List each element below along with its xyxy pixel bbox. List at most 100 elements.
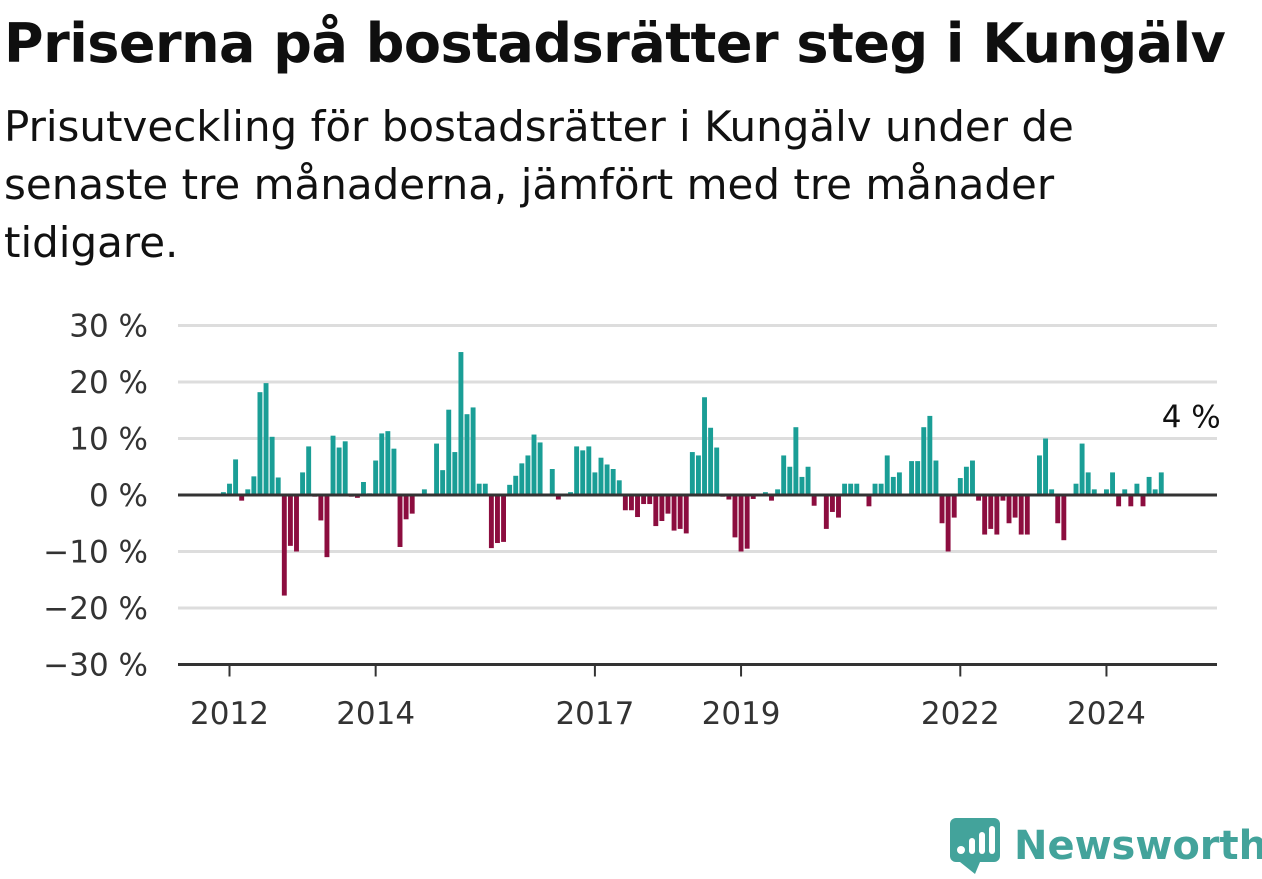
bar xyxy=(239,495,245,501)
bar xyxy=(464,414,470,495)
axes xyxy=(178,493,1217,677)
bar xyxy=(227,483,232,495)
bar xyxy=(994,495,1000,535)
bar xyxy=(1146,476,1152,495)
bar xyxy=(1079,443,1085,495)
y-tick-label: −20 % xyxy=(43,591,148,627)
bar xyxy=(1110,472,1115,495)
bar xyxy=(939,495,945,524)
bar xyxy=(896,472,902,495)
bar xyxy=(653,495,659,527)
bar xyxy=(1104,489,1109,495)
chart-title: Priserna på bostadsrätter steg i Kungälv xyxy=(4,12,1226,75)
bar xyxy=(403,495,409,520)
bar xyxy=(872,483,878,495)
bar xyxy=(482,483,488,495)
bar xyxy=(970,460,975,495)
bar xyxy=(775,489,781,495)
bar xyxy=(635,495,640,518)
chart-subtitle: Prisutveckling för bostadsrätter i Kungä… xyxy=(4,102,1074,267)
x-tick-label: 2017 xyxy=(555,696,634,732)
bar xyxy=(641,495,647,505)
bar xyxy=(330,435,336,496)
y-tick-label: −30 % xyxy=(43,648,148,684)
bar xyxy=(689,452,695,495)
bar xyxy=(1134,483,1140,495)
bar xyxy=(702,397,707,495)
bar xyxy=(1152,489,1158,495)
bar xyxy=(275,477,281,496)
bar xyxy=(957,478,963,495)
bar xyxy=(628,495,634,511)
bar xyxy=(324,495,330,558)
bar xyxy=(574,446,580,495)
bar xyxy=(519,463,525,495)
bar xyxy=(269,436,275,496)
bar xyxy=(245,489,251,495)
bar xyxy=(890,476,896,495)
bar xyxy=(1043,438,1049,495)
bar xyxy=(927,415,933,495)
newsworthy-logo: Newsworthy xyxy=(950,818,1262,874)
bar xyxy=(1049,489,1055,495)
bar xyxy=(805,466,811,495)
bar xyxy=(604,464,610,495)
y-tick-label: 20 % xyxy=(69,365,148,401)
bar xyxy=(976,495,982,501)
bar xyxy=(342,441,348,495)
bar xyxy=(598,457,604,495)
bar xyxy=(671,495,677,531)
bar xyxy=(361,482,366,495)
bar xyxy=(263,383,269,495)
bar xyxy=(549,469,555,495)
bar xyxy=(294,495,299,552)
bar xyxy=(659,495,665,521)
bar xyxy=(470,407,476,496)
bar xyxy=(982,495,988,535)
bar xyxy=(1085,472,1091,495)
bar xyxy=(909,461,915,495)
bar xyxy=(787,466,793,495)
x-tick-label: 2019 xyxy=(702,696,781,732)
bar xyxy=(233,459,239,495)
bar xyxy=(440,470,446,495)
y-tick-label: 30 % xyxy=(69,309,148,345)
y-tick-label: −10 % xyxy=(43,535,148,571)
bar xyxy=(580,450,586,496)
bar xyxy=(1158,472,1164,495)
bar xyxy=(1128,495,1134,507)
y-tick-label: 0 % xyxy=(89,478,148,514)
bar xyxy=(1024,495,1030,535)
x-tick-label: 2022 xyxy=(921,696,1000,732)
bar xyxy=(884,455,890,495)
bar xyxy=(555,495,561,500)
bar xyxy=(714,447,720,495)
x-tick-label: 2012 xyxy=(190,696,269,732)
bar xyxy=(434,443,440,495)
bar xyxy=(799,476,805,495)
bar xyxy=(732,495,738,538)
y-tick-label: 10 % xyxy=(69,422,148,458)
bar xyxy=(586,446,592,495)
bar xyxy=(1061,495,1067,541)
brand-name: Newsworthy xyxy=(1014,823,1262,869)
bar xyxy=(531,434,537,495)
bar xyxy=(781,455,787,495)
bar xyxy=(287,495,293,546)
bar xyxy=(513,475,519,495)
x-tick-label: 2024 xyxy=(1067,696,1146,732)
bar xyxy=(878,483,884,495)
bar xyxy=(842,483,848,495)
bars xyxy=(220,352,1164,596)
bar xyxy=(744,495,750,549)
bar xyxy=(300,472,306,495)
bar xyxy=(823,495,829,529)
bar xyxy=(476,483,482,495)
bar xyxy=(610,469,616,495)
bar xyxy=(373,460,379,495)
bar xyxy=(391,448,397,495)
bar xyxy=(915,461,921,495)
bar xyxy=(1012,495,1018,518)
bar xyxy=(848,483,854,495)
